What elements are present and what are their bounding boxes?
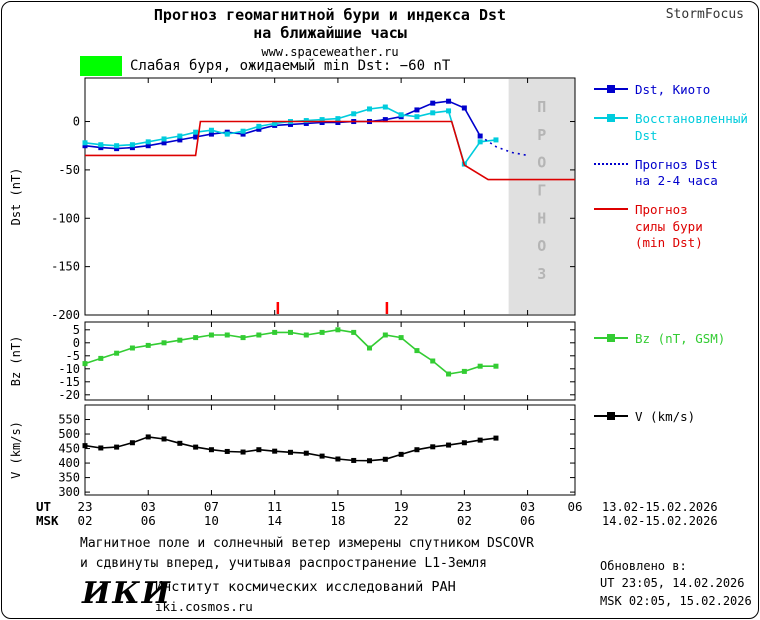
legend-item-bz: Bz (nT, GSM) xyxy=(594,331,725,347)
storm-alert-text: Слабая буря, ожидаемый min Dst: −60 nT xyxy=(130,58,451,74)
svg-text:15: 15 xyxy=(330,499,345,514)
legend-label-storm-strength: Прогноз силы бури (min Dst) xyxy=(635,202,703,250)
updated-label: Обновлено в: xyxy=(600,559,687,573)
dst-restored-swatch-icon xyxy=(594,113,628,125)
svg-text:350: 350 xyxy=(58,471,80,485)
svg-text:03: 03 xyxy=(520,499,535,514)
data-source-note-line1: Магнитное поле и солнечный ветер измерен… xyxy=(80,536,534,551)
svg-text:-150: -150 xyxy=(51,260,80,274)
svg-text:400: 400 xyxy=(58,456,80,470)
svg-text:MSK: MSK xyxy=(36,513,59,528)
dst-forecast-swatch-icon xyxy=(594,159,628,171)
svg-text:22: 22 xyxy=(394,513,409,528)
legend-item-dst-restored: Восстановленный Dst xyxy=(594,111,748,144)
svg-text:О: О xyxy=(537,154,546,172)
svg-text:Dst (nT): Dst (nT) xyxy=(9,168,23,226)
svg-text:11: 11 xyxy=(267,499,282,514)
chart-title-line1: Прогноз геомагнитной бури и индекса Dst xyxy=(153,6,507,24)
svg-text:14: 14 xyxy=(267,513,282,528)
svg-text:-15: -15 xyxy=(58,375,80,389)
svg-text:07: 07 xyxy=(204,499,219,514)
chart-header: Прогноз геомагнитной бури и индекса Dst … xyxy=(0,6,660,59)
svg-text:23: 23 xyxy=(77,499,92,514)
svg-text:-200: -200 xyxy=(51,308,80,322)
svg-text:5: 5 xyxy=(73,323,80,337)
storm-strength-swatch-icon xyxy=(594,204,628,216)
dst-kyoto-swatch-icon xyxy=(594,84,628,96)
svg-text:Р: Р xyxy=(537,126,546,144)
svg-text:-20: -20 xyxy=(58,388,80,402)
svg-text:18: 18 xyxy=(330,513,345,528)
bz-swatch-icon xyxy=(594,333,628,345)
svg-text:-50: -50 xyxy=(58,163,80,177)
svg-text:-10: -10 xyxy=(58,362,80,376)
legend-label-dst-kyoto: Dst, Киото xyxy=(635,82,711,97)
svg-text:Г: Г xyxy=(537,182,546,200)
legend-item-dst-kyoto: Dst, Киото xyxy=(594,82,748,98)
svg-text:23: 23 xyxy=(457,499,472,514)
svg-text:0: 0 xyxy=(73,336,80,350)
svg-text:V (km/s): V (km/s) xyxy=(9,421,23,479)
svg-text:06: 06 xyxy=(520,513,535,528)
institute-name: Институт космических исследований РАН xyxy=(155,579,456,595)
svg-text:10: 10 xyxy=(204,513,219,528)
data-source-note: Магнитное поле и солнечный ветер измерен… xyxy=(80,534,534,573)
chart-title-line2: на ближайшие часы xyxy=(253,24,407,43)
legend-label-dst-restored: Восстановленный Dst xyxy=(635,111,748,143)
svg-text:02: 02 xyxy=(77,513,92,528)
svg-text:UT: UT xyxy=(36,499,51,514)
svg-text:02: 02 xyxy=(457,513,472,528)
iki-logo: ИКИ xyxy=(82,576,172,611)
legend-item-storm-strength: Прогноз силы бури (min Dst) xyxy=(594,202,748,251)
svg-text:550: 550 xyxy=(58,413,80,427)
legend-item-v: V (km/s) xyxy=(594,409,695,425)
svg-text:Н: Н xyxy=(537,209,546,227)
svg-text:500: 500 xyxy=(58,427,80,441)
svg-text:Bz (nT): Bz (nT) xyxy=(9,336,23,387)
v-legend: V (km/s) xyxy=(594,409,695,425)
institute-url: iki.cosmos.ru xyxy=(155,599,253,614)
svg-text:0: 0 xyxy=(73,115,80,129)
updated-block: Обновлено в: UT 23:05, 14.02.2026 MSK 02… xyxy=(600,558,752,610)
legend-item-dst-forecast: Прогноз Dst на 2-4 часа xyxy=(594,157,748,190)
data-source-note-line2: и сдвинуты вперед, учитывая распростране… xyxy=(80,555,487,571)
svg-text:06: 06 xyxy=(141,513,156,528)
bz-legend: Bz (nT, GSM) xyxy=(594,331,725,347)
svg-text:-5: -5 xyxy=(66,349,80,363)
svg-text:13.02-15.02.2026: 13.02-15.02.2026 xyxy=(602,500,718,514)
svg-text:03: 03 xyxy=(141,499,156,514)
updated-ut: UT 23:05, 14.02.2026 xyxy=(600,576,745,591)
legend-label-v: V (km/s) xyxy=(635,409,696,424)
svg-text:06: 06 xyxy=(567,499,582,514)
storm-level-swatch xyxy=(80,56,122,76)
v-swatch-icon xyxy=(594,411,628,423)
storm-alert: Слабая буря, ожидаемый min Dst: −60 nT xyxy=(80,56,450,76)
svg-text:-100: -100 xyxy=(51,211,80,225)
svg-text:З: З xyxy=(537,265,546,283)
legend-label-bz: Bz (nT, GSM) xyxy=(635,331,726,346)
legend-label-dst-forecast: Прогноз Dst на 2-4 часа xyxy=(635,156,718,188)
svg-text:300: 300 xyxy=(58,485,80,499)
brand-stormfocus: StormFocus xyxy=(665,7,744,22)
svg-text:450: 450 xyxy=(58,442,80,456)
site-url: www.spaceweather.ru xyxy=(261,44,399,59)
svg-text:19: 19 xyxy=(394,499,409,514)
svg-text:О: О xyxy=(537,237,546,255)
svg-text:14.02-15.02.2026: 14.02-15.02.2026 xyxy=(602,514,718,528)
updated-msk: MSK 02:05, 15.02.2026 xyxy=(600,593,752,608)
dst-legend: Dst, Киото Восстановленный Dst Прогноз D… xyxy=(594,82,748,251)
svg-text:П: П xyxy=(537,98,546,116)
